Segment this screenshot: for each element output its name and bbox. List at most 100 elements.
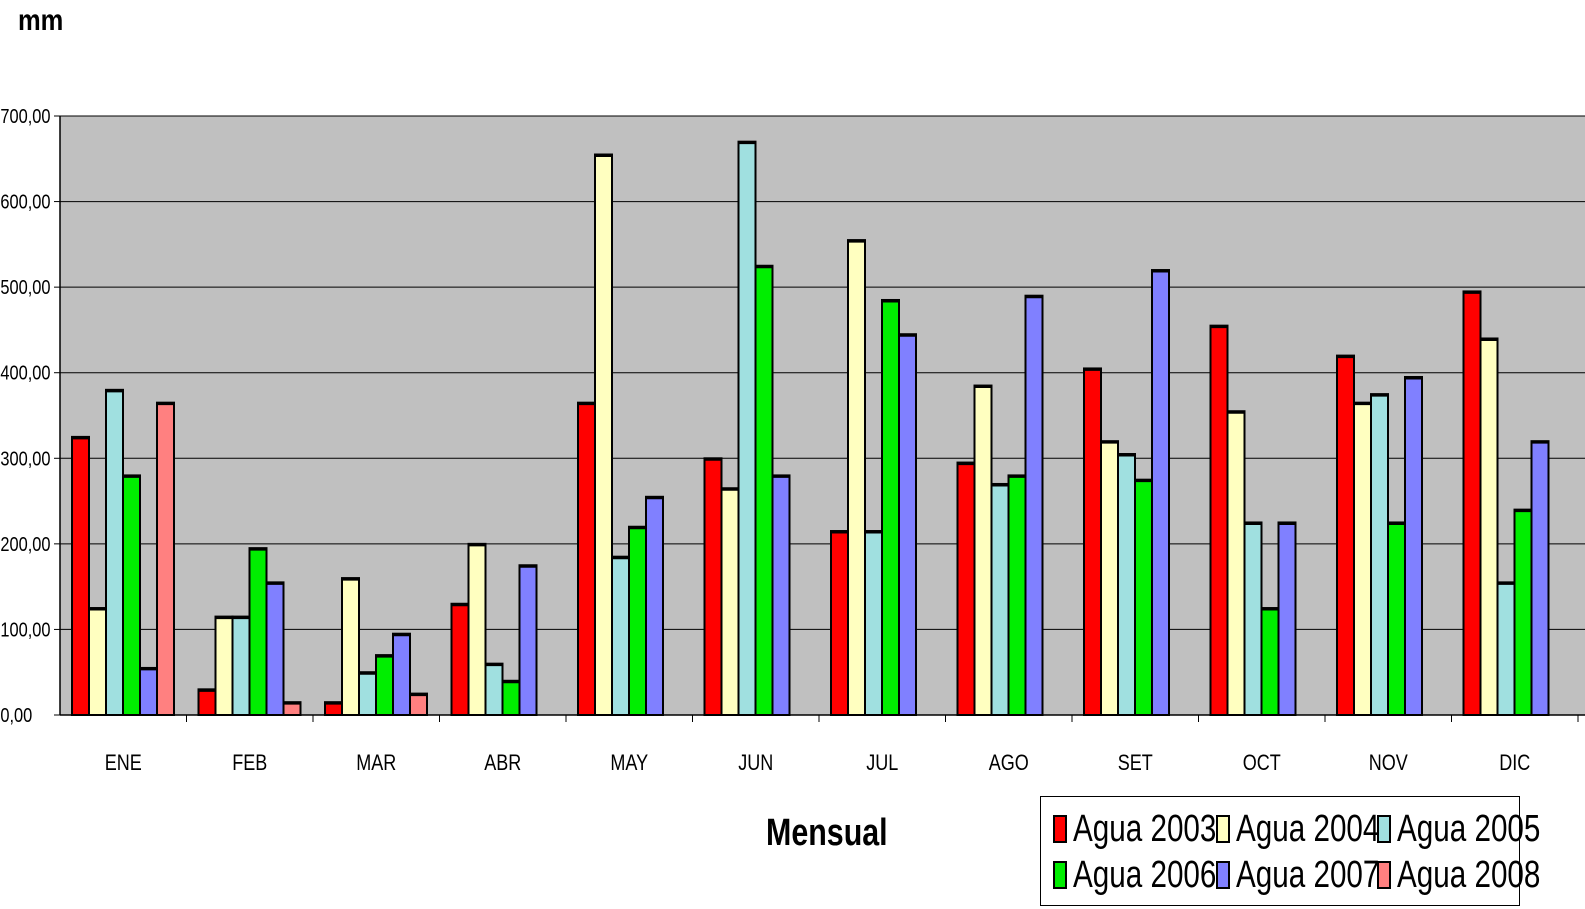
bar [1530,440,1550,716]
bar [197,688,217,716]
legend-item: Agua 2008 [1377,853,1581,897]
bar [156,401,175,716]
axes [54,115,1585,722]
bar [1260,607,1280,716]
legend-swatch [1377,815,1391,843]
legend-swatch [1216,861,1230,889]
bar [501,679,521,716]
bar [754,264,774,716]
legend-item: Agua 2007 [1216,853,1420,897]
legend-item: Agua 2003 [1053,807,1257,851]
legend-swatch [1053,815,1067,843]
y-tick-label: 600,00 [0,190,50,213]
bar [898,333,917,716]
bar [122,474,141,716]
bar [1277,521,1297,717]
bar [409,692,428,716]
y-axis-label: mm [18,4,64,37]
bar [628,525,647,716]
bar [645,495,664,716]
bar [1226,410,1246,716]
bar [881,298,900,716]
x-tick-label: OCT [1243,751,1281,775]
bar [830,530,849,716]
y-tick-label: 300,00 [0,447,50,470]
legend-label: Agua 2004 [1236,807,1380,850]
plot-area [60,116,1585,715]
bar [611,555,630,717]
bar [720,487,740,716]
x-tick-label: JUL [866,751,898,775]
legend-swatch [1053,861,1067,889]
bar [248,547,268,717]
bar [1513,508,1533,716]
bar [341,577,360,716]
legend-label: Agua 2008 [1397,853,1541,896]
bar [467,542,487,716]
legend-label: Agua 2007 [1236,853,1380,896]
x-tick-label: DIC [1499,751,1530,775]
y-tick-label: 400,00 [0,361,50,384]
bar [1404,375,1423,716]
x-tick-label: ENE [105,751,142,775]
bar [88,607,107,716]
legend: Agua 2003 Agua 2004 Agua 2005 Agua 2006 … [1040,796,1540,906]
bar [990,482,1010,717]
x-tick-label: JUN [738,751,773,775]
bar [956,461,976,717]
legend-label: Agua 2005 [1397,807,1541,850]
bar [1024,294,1044,716]
x-tick-label: SET [1118,751,1153,775]
bar [1151,269,1170,716]
bar [139,666,158,717]
bar [214,615,234,716]
bar [703,457,723,716]
bar [518,564,538,716]
bar [594,153,613,716]
bar [1243,521,1263,717]
y-tick-label: 200,00 [0,532,50,555]
bar [265,581,285,716]
legend-item: Agua 2004 [1216,807,1420,851]
y-tick-labels: 0,00 100,00 200,00 300,00 400,00 500,00 600,00… [0,104,50,726]
bar [392,632,411,717]
bar [1100,440,1119,716]
bar [450,602,470,716]
x-tick-label: NOV [1369,751,1409,775]
legend-item: Agua 2005 [1377,807,1581,851]
y-tick-label: 0,00 [0,703,32,726]
bar [1209,324,1229,716]
legend-label: Agua 2003 [1073,807,1217,850]
bar [1134,478,1153,716]
x-tick-labels: ENE FEB MAR ABR MAY JUN JUL AGO SET OCT NOV DIC [105,751,1531,775]
x-tick-label: MAR [356,751,396,775]
bar [1007,474,1027,716]
bar [1083,367,1102,716]
bar [1353,401,1372,716]
bar [864,530,883,716]
bar [1336,354,1355,716]
bar [105,388,124,716]
x-tick-label: ABR [484,751,521,775]
legend-swatch [1377,861,1391,889]
bar [1462,290,1482,716]
bar [577,401,596,716]
bar [847,239,866,716]
y-tick-label: 500,00 [0,276,50,299]
bar [375,654,394,716]
bar [231,615,251,716]
bar [771,474,791,716]
x-tick-label: AGO [989,751,1029,775]
bar [1479,337,1499,716]
bar [1370,393,1389,716]
bar [1387,521,1406,717]
bar [484,662,504,717]
bar [71,435,90,716]
bar [358,671,377,717]
bar [973,384,993,716]
x-axis-label: Mensual [766,812,888,854]
x-tick-label: MAY [610,751,648,775]
bar [1117,453,1136,716]
y-tick-label: 100,00 [0,618,50,641]
